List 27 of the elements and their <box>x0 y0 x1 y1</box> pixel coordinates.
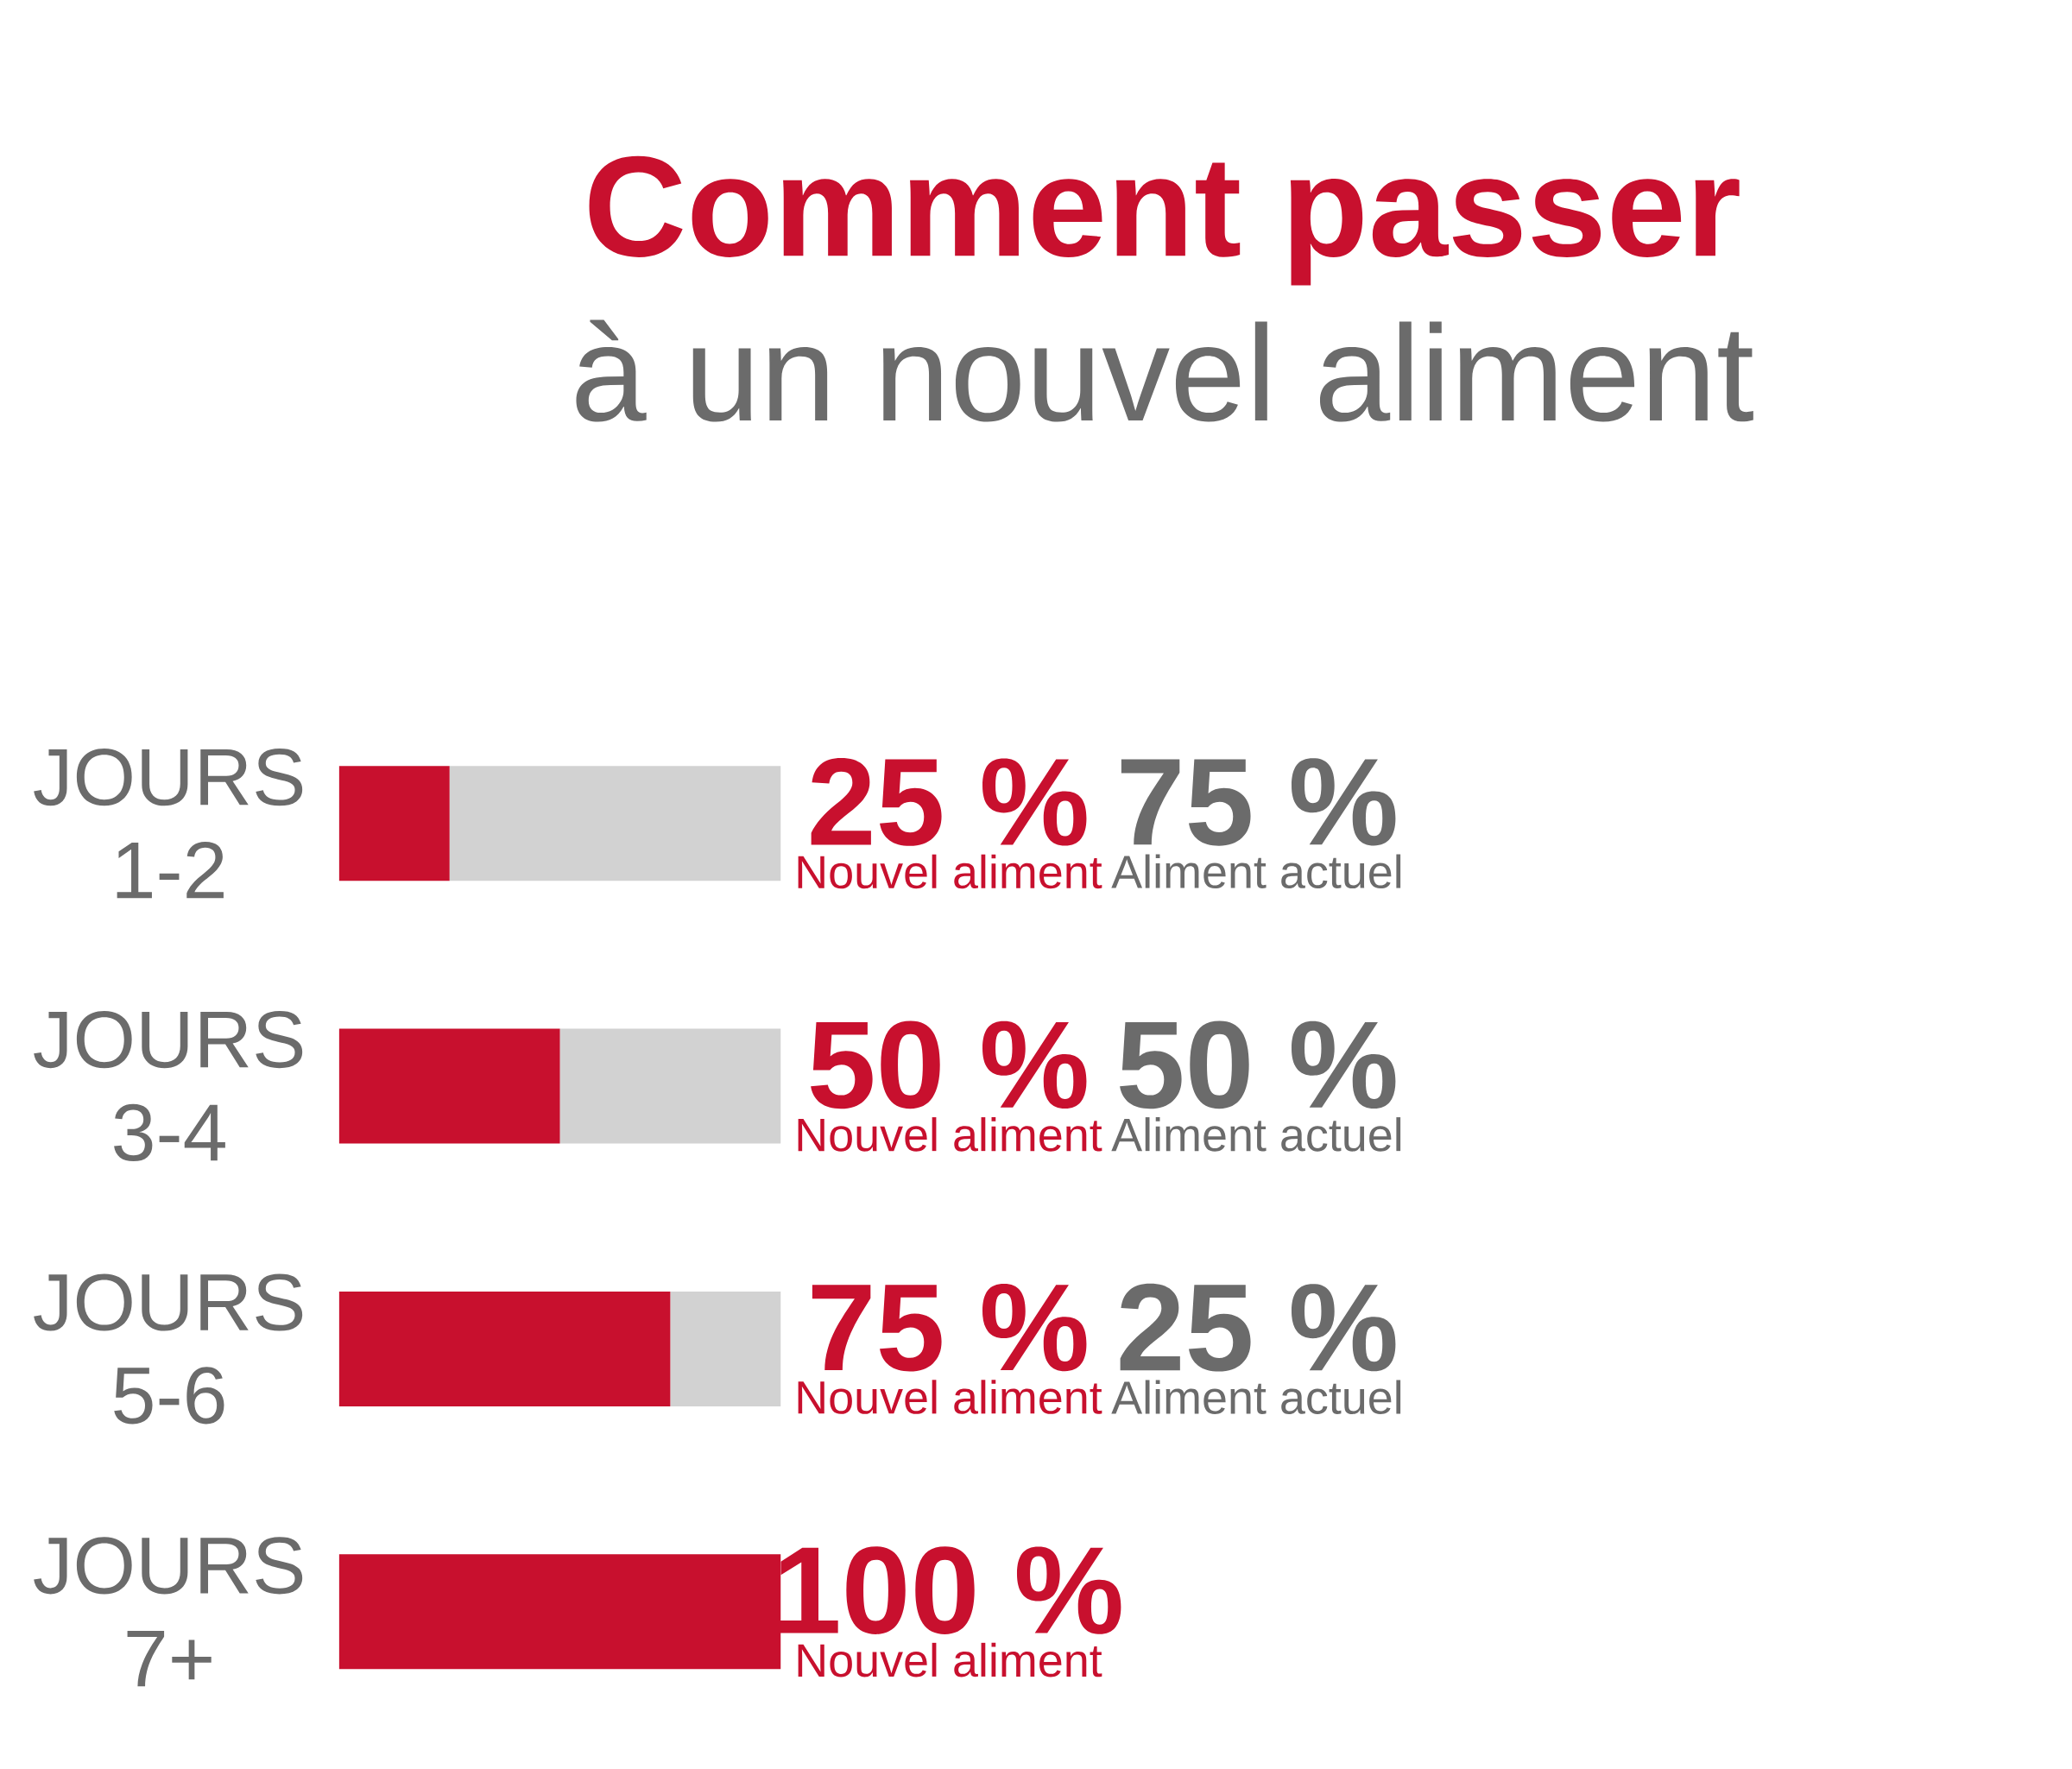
bar <box>449 765 781 881</box>
text: Nouvel aliment <box>798 1116 1102 1152</box>
y-tick-label: JOURS 7+ <box>34 1537 303 1687</box>
bar <box>670 1291 781 1406</box>
bar <box>338 765 450 881</box>
data-label: 75 % <box>812 1283 1087 1372</box>
bar <box>338 1291 671 1406</box>
series-label: Nouvel aliment <box>798 1642 1102 1677</box>
data-label: 100 % <box>780 1545 1121 1634</box>
data-label: 50 % <box>1120 1020 1396 1109</box>
text: Aliment actuel <box>1111 1116 1401 1152</box>
text: Comment passer <box>589 155 1740 286</box>
y-tick-label: JOURS 1-2 <box>34 748 303 898</box>
text: Nouvel aliment <box>798 1380 1102 1414</box>
bar <box>338 1554 781 1670</box>
text: à un nouvel aliment <box>576 319 1753 422</box>
y-tick-label: JOURS 5-6 <box>34 1273 303 1425</box>
text: Nouvel aliment <box>798 854 1102 889</box>
data-label: 25 % <box>1120 1283 1396 1372</box>
data-label: 50 % <box>811 1020 1087 1109</box>
y-tick-label: JOURS 3-4 <box>34 1010 303 1161</box>
text: Aliment actuel <box>1111 854 1401 888</box>
bar <box>559 1028 781 1144</box>
data-label: 75 % <box>1121 758 1396 846</box>
text: Aliment actuel <box>1111 1380 1401 1414</box>
bar <box>338 1028 560 1144</box>
data-label: 25 % <box>811 757 1087 846</box>
